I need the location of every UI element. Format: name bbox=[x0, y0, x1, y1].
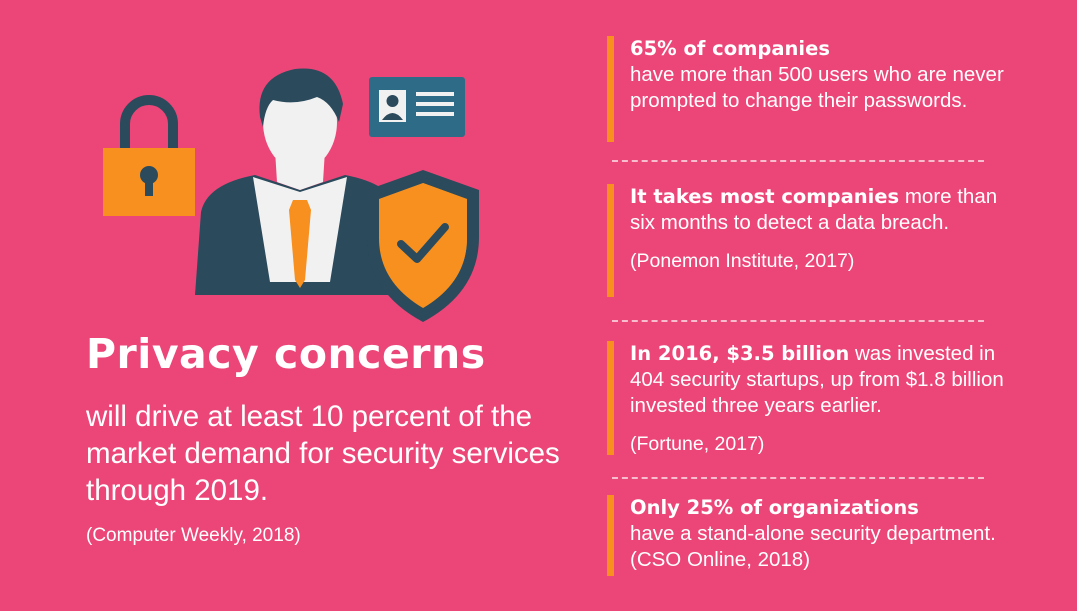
fact-body: was invested in 404 security startups, u… bbox=[630, 342, 1004, 417]
id-card-icon bbox=[369, 77, 465, 137]
dashed-divider bbox=[612, 320, 984, 322]
dashed-divider bbox=[612, 160, 984, 162]
fact-item: In 2016, $3.5 billion was invested in 40… bbox=[607, 341, 1027, 455]
fact-source: (Ponemon Institute, 2017) bbox=[630, 250, 855, 272]
fact-text: 65% of companies have more than 500 users… bbox=[630, 36, 1027, 114]
shield-check-icon bbox=[367, 170, 479, 322]
fact-item: 65% of companies have more than 500 users… bbox=[607, 36, 1027, 142]
businessman-icon bbox=[195, 68, 405, 295]
fact-item: It takes most companies more than six mo… bbox=[607, 184, 1027, 297]
fact-highlight: In 2016, $3.5 billion bbox=[630, 342, 850, 365]
fact-body: have more than 500 users who are never p… bbox=[630, 63, 1004, 112]
fact-body: have a stand-alone security department. … bbox=[630, 522, 996, 571]
headline-source: (Computer Weekly, 2018) bbox=[86, 525, 301, 546]
fact-highlight: 65% of companies bbox=[630, 37, 830, 60]
fact-text: In 2016, $3.5 billion was invested in 40… bbox=[630, 341, 1027, 419]
headline: Privacy concerns bbox=[86, 330, 486, 378]
headline-subtext: will drive at least 10 percent of the ma… bbox=[86, 400, 560, 507]
fact-highlight: It takes most companies bbox=[630, 185, 900, 208]
fact-text: Only 25% of organizations have a stand-al… bbox=[630, 495, 1027, 573]
fact-source: (Fortune, 2017) bbox=[630, 433, 765, 455]
security-illustration bbox=[95, 62, 495, 327]
fact-text: It takes most companies more than six mo… bbox=[630, 184, 1027, 236]
fact-item: Only 25% of organizations have a stand-al… bbox=[607, 495, 1027, 576]
dashed-divider bbox=[612, 477, 984, 479]
padlock-icon bbox=[103, 95, 195, 216]
fact-body: more than six months to detect a data br… bbox=[630, 185, 998, 234]
fact-highlight: Only 25% of organizations bbox=[630, 496, 919, 519]
